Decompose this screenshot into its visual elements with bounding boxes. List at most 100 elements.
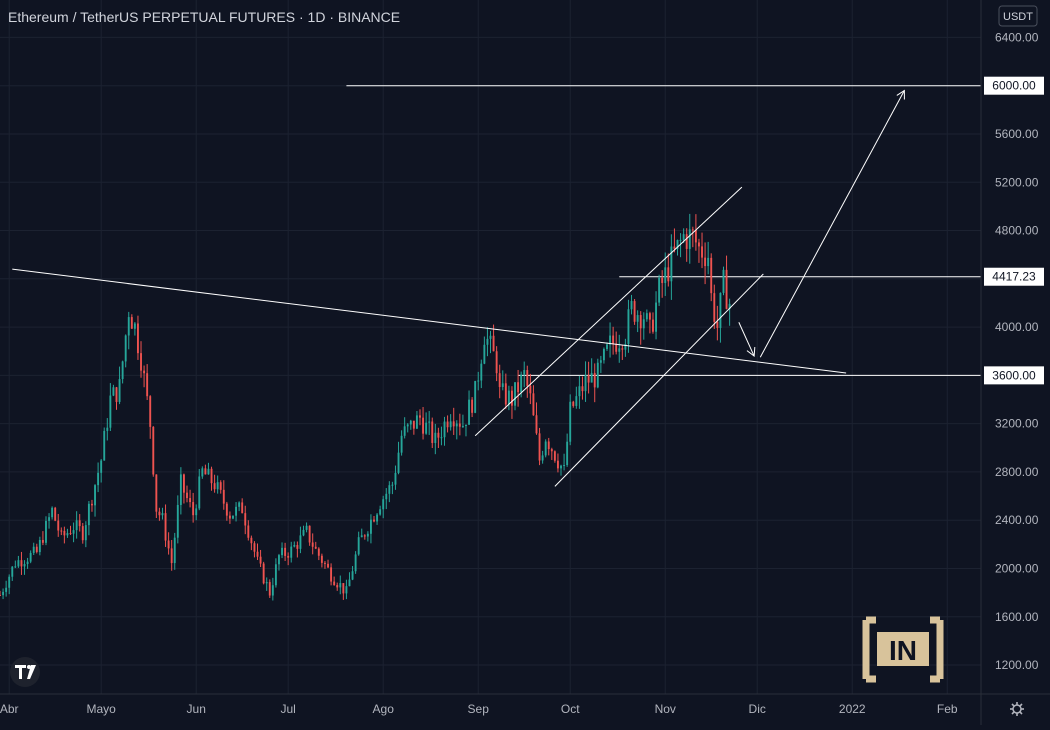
candle-body — [550, 449, 553, 452]
candle-body — [710, 257, 713, 294]
candle-body — [137, 323, 139, 354]
candle-body — [158, 511, 161, 516]
candle-body — [382, 499, 385, 510]
candle-body — [379, 509, 382, 515]
candle-body — [320, 555, 323, 563]
drawings[interactable] — [12, 89, 905, 487]
arrow-up[interactable] — [759, 90, 905, 358]
price-tick-label: 1600.00 — [995, 610, 1039, 624]
candle-body — [271, 585, 274, 596]
candle-body — [8, 576, 11, 588]
candle-body — [149, 396, 152, 427]
candle-body — [538, 433, 541, 461]
candle-body — [45, 520, 47, 543]
candle-body — [569, 401, 572, 442]
candle-body — [584, 374, 587, 392]
price-tick-label: 5600.00 — [995, 127, 1039, 141]
candle-body — [247, 525, 250, 538]
candle-body — [698, 242, 700, 247]
candle-body — [167, 540, 170, 549]
candle-body — [100, 460, 103, 473]
candle-body — [412, 420, 415, 429]
candle-body — [327, 563, 329, 568]
candle-body — [170, 548, 173, 564]
candle-body — [14, 566, 17, 568]
candle-body — [425, 422, 428, 434]
candle-body — [232, 515, 234, 519]
candle-body — [179, 474, 182, 505]
candle-body — [124, 335, 127, 362]
candle-body — [210, 468, 213, 484]
level-badge — [984, 267, 1044, 286]
candle-body — [431, 421, 434, 443]
candle-body — [630, 301, 633, 310]
currency-label[interactable]: USDT — [998, 5, 1038, 27]
candle-body — [403, 426, 406, 436]
watermark-logo: IN — [862, 616, 944, 683]
candle-body — [541, 455, 544, 461]
candle-body — [722, 269, 725, 293]
candle-body — [728, 303, 731, 309]
candle-body — [244, 513, 247, 526]
candles — [0, 213, 731, 601]
candle-body — [41, 539, 44, 543]
tradingview-logo-icon[interactable] — [10, 657, 40, 687]
candle-body — [501, 383, 504, 388]
candle-body — [443, 421, 446, 438]
candle-body — [679, 239, 682, 241]
channel-upper-trendline[interactable] — [474, 186, 743, 437]
candle-body — [602, 348, 605, 361]
candle-body — [449, 421, 452, 428]
candle-body — [75, 520, 78, 531]
price-tick-label: 2800.00 — [995, 465, 1039, 479]
candle-body — [222, 489, 225, 504]
candle-body — [624, 343, 627, 350]
time-tick-label: Abr — [0, 702, 19, 716]
time-tick-label: Feb — [937, 702, 958, 716]
candle-body — [342, 583, 345, 594]
candle-body — [621, 348, 624, 350]
candle-body — [694, 229, 697, 243]
candle-body — [250, 537, 253, 544]
arrow-down-head — [746, 347, 756, 358]
candle-body — [716, 321, 719, 328]
candle-body — [658, 277, 661, 303]
gear-icon[interactable] — [1010, 702, 1024, 716]
channel-lower-trendline[interactable] — [554, 273, 764, 487]
time-tick-label: Oct — [561, 702, 580, 716]
chart-title: Ethereum / TetherUS PERPETUAL FUTURES · … — [8, 9, 400, 25]
candle-body — [627, 309, 630, 344]
candle-body — [428, 421, 431, 423]
arrow-down[interactable] — [738, 322, 755, 357]
candle-body — [486, 338, 489, 345]
candle-body — [314, 546, 317, 549]
candle-body — [216, 482, 219, 490]
time-axis[interactable]: Abr Mayo Jun Jul Ago Sep Oct Nov Dic 2022 Feb — [0, 702, 958, 716]
candle-body — [667, 267, 670, 282]
candle-body — [274, 564, 277, 586]
candle-body — [529, 385, 532, 394]
candle-body — [106, 427, 109, 431]
candle-body — [422, 417, 425, 434]
candle-body — [192, 502, 195, 516]
candle-body — [57, 520, 60, 531]
candle-body — [719, 292, 722, 328]
candle-body — [241, 502, 244, 514]
descending-resistance-trendline[interactable] — [12, 268, 847, 374]
candle-body — [514, 382, 516, 406]
candle-body — [63, 530, 66, 536]
candle-body — [685, 234, 688, 249]
candle-body — [60, 530, 63, 532]
time-tick-label: Sep — [468, 702, 490, 716]
candle-body — [235, 506, 238, 516]
candle-body — [354, 554, 357, 572]
candle-body — [547, 441, 550, 450]
candle-body — [176, 504, 179, 538]
candle-body — [290, 546, 293, 558]
candle-body — [91, 503, 93, 506]
candle-body — [707, 257, 710, 267]
candle-body — [256, 551, 259, 557]
candle-body — [526, 370, 529, 386]
